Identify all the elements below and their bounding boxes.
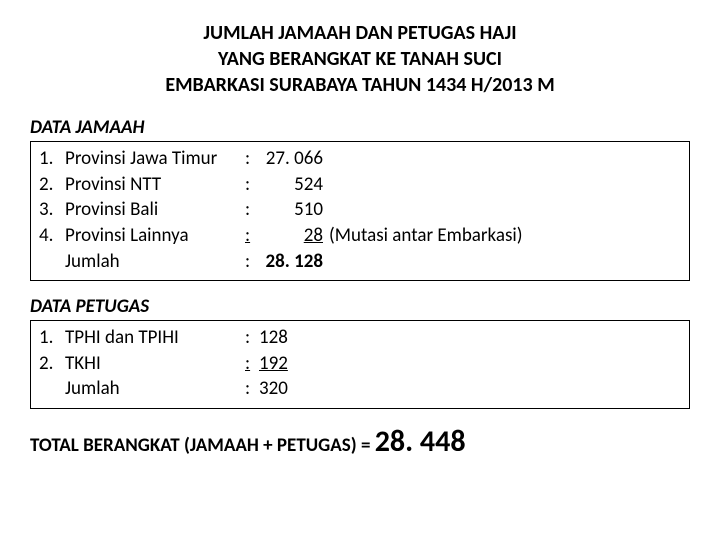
petugas-row: 2. TKHI : 192: [39, 351, 681, 377]
page-title: JUMLAH JAMAAH DAN PETUGAS HAJI YANG BERA…: [30, 20, 690, 98]
row-value: 27. 066: [259, 146, 323, 172]
row-num: [39, 249, 65, 275]
total-label: Jumlah: [65, 376, 245, 402]
row-label: TPHI dan TPIHI: [65, 325, 245, 351]
row-num: 2.: [39, 351, 65, 377]
grand-total-label: TOTAL BERANGKAT (JAMAAH + PETUGAS) =: [30, 434, 375, 457]
row-label: Provinsi Jawa Timur: [65, 146, 245, 172]
total-label: Jumlah: [65, 249, 245, 275]
petugas-header: DATA PETUGAS: [30, 295, 690, 318]
petugas-box: 1. TPHI dan TPIHI : 128 2. TKHI : 192 Ju…: [30, 320, 690, 409]
row-value: 128: [259, 325, 288, 351]
row-label: Provinsi NTT: [65, 172, 245, 198]
jamaah-box: 1. Provinsi Jawa Timur : 27. 066 2. Prov…: [30, 141, 690, 281]
total-value: 320: [259, 376, 288, 402]
row-value: 510: [259, 197, 323, 223]
row-colon: :: [245, 376, 259, 402]
row-num: 3.: [39, 197, 65, 223]
row-num: 4.: [39, 223, 65, 249]
jamaah-header: DATA JAMAAH: [30, 116, 690, 139]
row-colon: :: [245, 146, 259, 172]
title-line-1: JUMLAH JAMAAH DAN PETUGAS HAJI: [30, 20, 690, 46]
row-label: Provinsi Bali: [65, 197, 245, 223]
row-value: 28(Mutasi antar Embarkasi): [259, 223, 523, 249]
row-num: 1.: [39, 146, 65, 172]
row-colon: :: [245, 223, 259, 249]
row-num: 2.: [39, 172, 65, 198]
row-colon: :: [245, 351, 259, 377]
total-value: 28. 128: [259, 249, 323, 275]
row-note: (Mutasi antar Embarkasi): [329, 224, 523, 247]
grand-total-value: 28. 448: [375, 423, 466, 460]
row-colon: :: [245, 197, 259, 223]
row-label: Provinsi Lainnya: [65, 223, 245, 249]
jamaah-row: 3. Provinsi Bali : 510: [39, 197, 681, 223]
row-colon: :: [245, 249, 259, 275]
row-num: [39, 376, 65, 402]
row-value: 192: [259, 351, 288, 377]
row-value: 524: [259, 172, 323, 198]
row-colon: :: [245, 325, 259, 351]
jamaah-total-row: Jumlah : 28. 128: [39, 249, 681, 275]
jamaah-row: 4. Provinsi Lainnya : 28(Mutasi antar Em…: [39, 223, 681, 249]
jamaah-row: 2. Provinsi NTT : 524: [39, 172, 681, 198]
petugas-row: 1. TPHI dan TPIHI : 128: [39, 325, 681, 351]
jamaah-row: 1. Provinsi Jawa Timur : 27. 066: [39, 146, 681, 172]
petugas-total-row: Jumlah : 320: [39, 376, 681, 402]
grand-total-line: TOTAL BERANGKAT (JAMAAH + PETUGAS) = 28.…: [30, 423, 690, 460]
title-line-2: YANG BERANGKAT KE TANAH SUCI: [30, 46, 690, 72]
row-num: 1.: [39, 325, 65, 351]
row-colon: :: [245, 172, 259, 198]
title-line-3: EMBARKASI SURABAYA TAHUN 1434 H/2013 M: [30, 72, 690, 98]
row-label: TKHI: [65, 351, 245, 377]
